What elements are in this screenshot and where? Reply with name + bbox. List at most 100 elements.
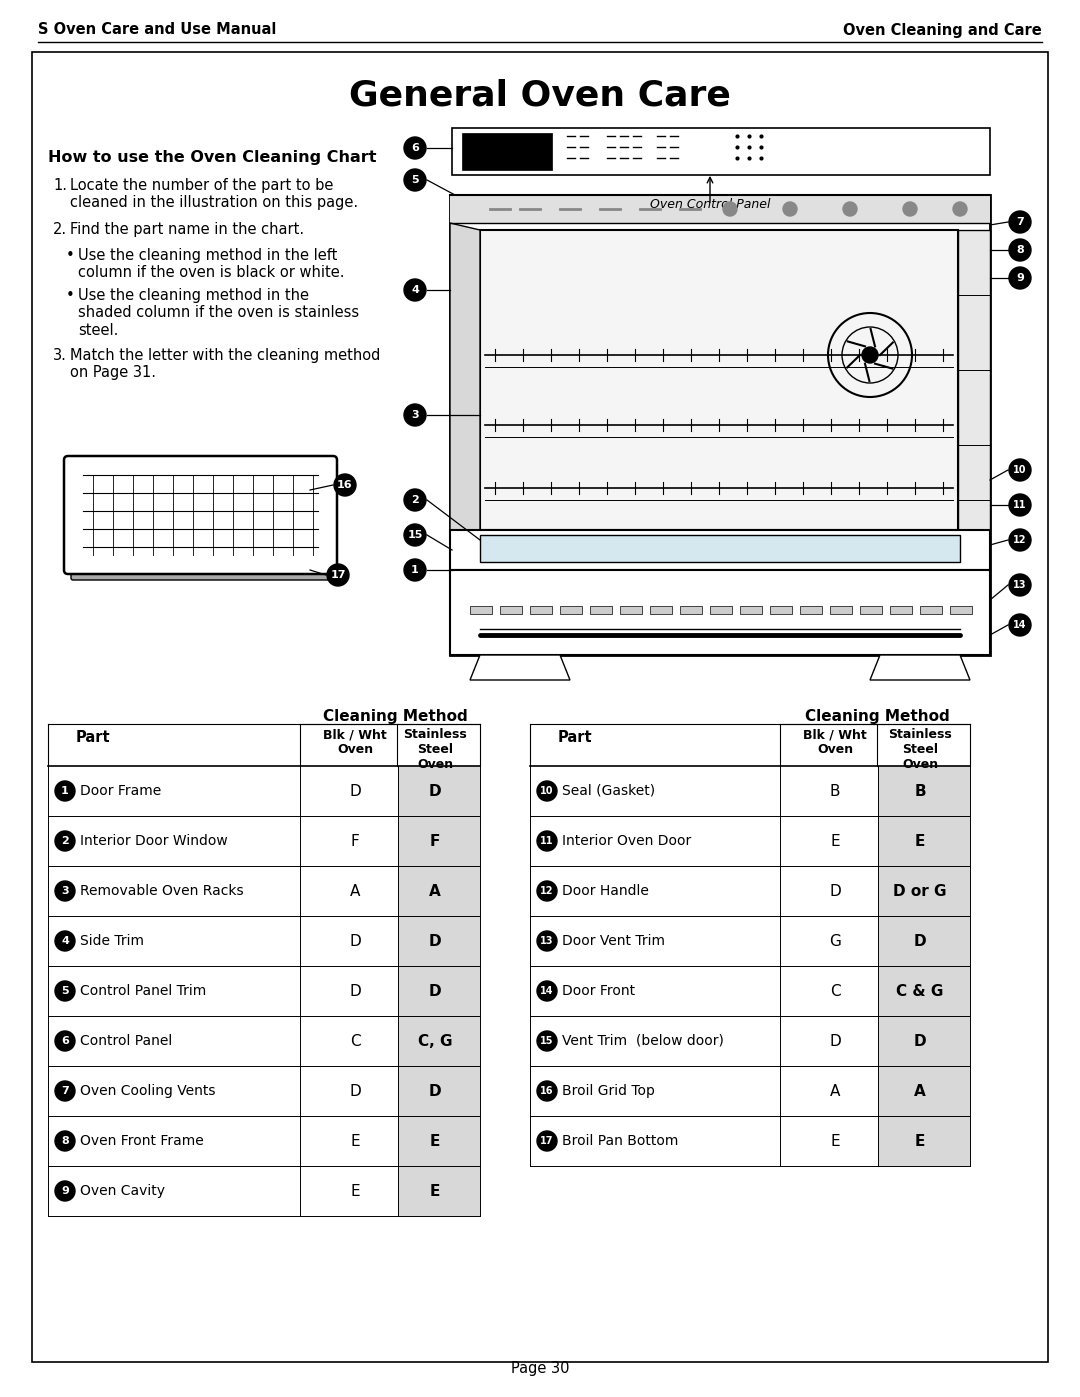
FancyBboxPatch shape [399, 766, 480, 816]
Text: 3.: 3. [53, 348, 67, 363]
FancyBboxPatch shape [32, 52, 1048, 1362]
FancyBboxPatch shape [958, 231, 990, 529]
Circle shape [55, 1081, 75, 1101]
Text: Cleaning Method: Cleaning Method [805, 708, 950, 724]
Circle shape [1009, 495, 1031, 515]
Circle shape [404, 137, 426, 159]
FancyBboxPatch shape [399, 816, 480, 866]
Circle shape [1009, 211, 1031, 233]
FancyBboxPatch shape [399, 916, 480, 965]
FancyBboxPatch shape [462, 133, 552, 170]
Text: 1.: 1. [53, 177, 67, 193]
Text: 4: 4 [62, 936, 69, 946]
Text: 9: 9 [62, 1186, 69, 1196]
Text: 15: 15 [540, 1037, 554, 1046]
Text: E: E [430, 1183, 441, 1199]
Circle shape [55, 981, 75, 1002]
Text: 2.: 2. [53, 222, 67, 237]
Text: 8: 8 [1016, 244, 1024, 256]
Text: F: F [430, 834, 441, 848]
Text: E: E [915, 834, 926, 848]
Text: 11: 11 [1013, 500, 1027, 510]
Text: A: A [914, 1084, 926, 1098]
Text: Match the letter with the cleaning method
on Page 31.: Match the letter with the cleaning metho… [70, 348, 380, 380]
Text: Broil Grid Top: Broil Grid Top [562, 1084, 654, 1098]
Text: Blk / Wht
Oven: Blk / Wht Oven [804, 728, 867, 756]
Circle shape [1009, 574, 1031, 597]
FancyBboxPatch shape [480, 535, 960, 562]
FancyBboxPatch shape [878, 1016, 970, 1066]
Text: D: D [429, 983, 442, 999]
FancyBboxPatch shape [878, 916, 970, 965]
FancyBboxPatch shape [480, 231, 958, 529]
Circle shape [55, 930, 75, 951]
Text: 7: 7 [1016, 217, 1024, 226]
Text: C: C [829, 983, 840, 999]
Text: 15: 15 [407, 529, 422, 541]
FancyBboxPatch shape [64, 455, 337, 574]
FancyBboxPatch shape [770, 606, 792, 615]
Text: Door Handle: Door Handle [562, 884, 649, 898]
FancyBboxPatch shape [399, 1066, 480, 1116]
Text: Page 30: Page 30 [511, 1361, 569, 1376]
Text: 5: 5 [62, 986, 69, 996]
Text: A: A [350, 883, 361, 898]
Text: Interior Oven Door: Interior Oven Door [562, 834, 691, 848]
FancyBboxPatch shape [453, 129, 990, 175]
Text: 9: 9 [1016, 272, 1024, 284]
Text: 6: 6 [62, 1037, 69, 1046]
Text: G: G [829, 933, 841, 949]
Text: 10: 10 [540, 787, 554, 796]
Circle shape [55, 1180, 75, 1201]
FancyBboxPatch shape [450, 529, 990, 570]
Text: Door Front: Door Front [562, 983, 635, 997]
Text: D: D [829, 1034, 841, 1049]
Text: Stainless
Steel
Oven: Stainless Steel Oven [403, 728, 467, 771]
FancyBboxPatch shape [878, 816, 970, 866]
Text: 8: 8 [62, 1136, 69, 1146]
Text: Door Vent Trim: Door Vent Trim [562, 935, 665, 949]
FancyBboxPatch shape [530, 606, 552, 615]
Text: D: D [349, 1084, 361, 1098]
Text: 6: 6 [411, 142, 419, 154]
FancyBboxPatch shape [500, 606, 522, 615]
FancyBboxPatch shape [450, 196, 990, 224]
Text: E: E [915, 1133, 926, 1148]
Text: Vent Trim  (below door): Vent Trim (below door) [562, 1034, 724, 1048]
Text: B: B [914, 784, 926, 799]
Text: Cleaning Method: Cleaning Method [323, 708, 468, 724]
Text: Oven Front Frame: Oven Front Frame [80, 1134, 204, 1148]
Text: 7: 7 [62, 1085, 69, 1097]
FancyBboxPatch shape [450, 570, 990, 655]
Circle shape [953, 203, 967, 217]
Circle shape [1009, 529, 1031, 550]
Text: Use the cleaning method in the
shaded column if the oven is stainless
steel.: Use the cleaning method in the shaded co… [78, 288, 360, 338]
Text: 2: 2 [411, 495, 419, 504]
Text: 1: 1 [62, 787, 69, 796]
Polygon shape [470, 655, 570, 680]
Text: 13: 13 [540, 936, 554, 946]
Circle shape [723, 203, 737, 217]
Text: Control Panel: Control Panel [80, 1034, 172, 1048]
Circle shape [537, 882, 557, 901]
Text: Stainless
Steel
Oven: Stainless Steel Oven [888, 728, 951, 771]
Circle shape [55, 831, 75, 851]
Circle shape [404, 169, 426, 191]
FancyBboxPatch shape [920, 606, 942, 615]
Text: 16: 16 [540, 1085, 554, 1097]
FancyBboxPatch shape [620, 606, 642, 615]
FancyBboxPatch shape [399, 1166, 480, 1215]
Text: A: A [429, 883, 441, 898]
FancyBboxPatch shape [950, 606, 972, 615]
FancyBboxPatch shape [800, 606, 822, 615]
Circle shape [1009, 615, 1031, 636]
Text: F: F [351, 834, 360, 848]
Text: D: D [349, 933, 361, 949]
Text: Door Frame: Door Frame [80, 784, 161, 798]
Text: C & G: C & G [896, 983, 944, 999]
Text: C: C [350, 1034, 361, 1049]
Text: 1: 1 [411, 564, 419, 576]
FancyBboxPatch shape [860, 606, 882, 615]
FancyBboxPatch shape [590, 606, 612, 615]
FancyBboxPatch shape [878, 965, 970, 1016]
